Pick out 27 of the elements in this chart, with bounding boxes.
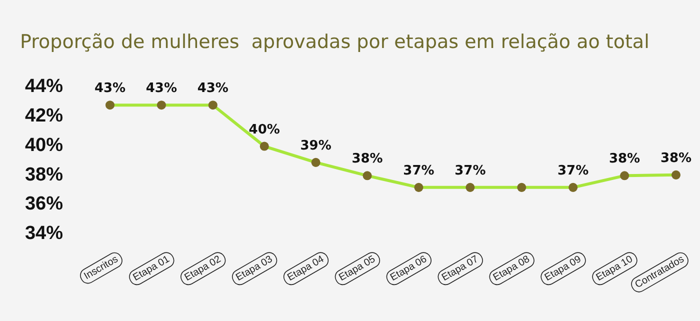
data-label: 38% — [352, 152, 383, 167]
x-tick-label: Etapa 06 — [388, 254, 430, 284]
x-tick-label: Etapa 07 — [440, 254, 481, 284]
data-label: 43% — [94, 81, 126, 96]
x-tick-label: Etapa 09 — [543, 254, 584, 284]
y-tick-label: 42% — [24, 105, 64, 126]
y-tick-label: 38% — [24, 164, 64, 186]
x-tick-label: Etapa 03 — [234, 254, 275, 284]
x-tick-label: Etapa 01 — [131, 254, 172, 284]
data-label: 43% — [197, 81, 228, 96]
data-label: 39% — [300, 138, 332, 154]
x-tick-label: Etapa 04 — [286, 254, 326, 284]
data-label: 37% — [454, 163, 486, 178]
y-tick-label: 34% — [24, 223, 64, 244]
x-tick-label: Etapa 02 — [182, 254, 224, 284]
y-tick-label: 40% — [24, 134, 64, 156]
x-tick-label: Etapa 05 — [337, 254, 378, 284]
data-label: 37% — [403, 163, 434, 178]
data-label: 43% — [146, 81, 178, 96]
data-label: 37% — [558, 163, 589, 178]
chart-title: Proporção de mulheres aprovadas por etapas em relação ao total — [20, 31, 650, 53]
y-tick-label: 44% — [24, 76, 64, 98]
x-tick-label: Etapa 08 — [492, 254, 532, 284]
data-label: 38% — [608, 152, 640, 167]
y-tick-label: 36% — [24, 194, 64, 215]
data-label: 40% — [248, 122, 280, 138]
data-label: 38% — [660, 150, 692, 166]
